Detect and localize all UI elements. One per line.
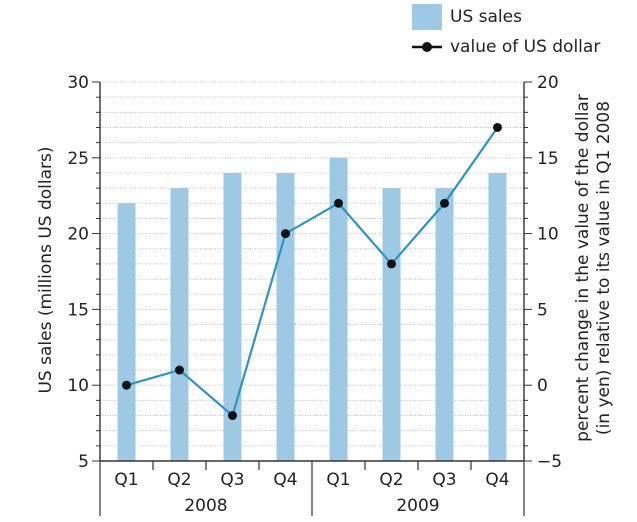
y-right-tick-label: 15 — [537, 149, 559, 169]
bar — [223, 172, 242, 461]
y-axis-left-label: US sales (millions US dollars) — [36, 146, 56, 393]
data-point — [493, 122, 502, 132]
legend-item-bars: US sales — [412, 2, 600, 32]
bar — [435, 188, 454, 461]
x-tick-label: Q4 — [273, 470, 297, 490]
y-left-tick-label: 30 — [67, 73, 89, 93]
x-tick-label: Q3 — [220, 470, 244, 490]
y-right-tick-label: 10 — [537, 225, 559, 245]
legend-item-line: value of US dollar — [412, 32, 600, 62]
data-point — [440, 198, 449, 208]
y-axis-right-label-line2: (in yen) relative to its value in Q1 200… — [594, 101, 614, 435]
legend: US sales value of US dollar — [412, 2, 600, 62]
data-point — [334, 198, 343, 208]
data-point — [281, 229, 290, 239]
x-group-label: 2008 — [184, 496, 227, 516]
series-line — [126, 126, 499, 418]
bar — [329, 157, 348, 462]
x-tick-label: Q1 — [326, 470, 350, 490]
x-tick-label: Q2 — [167, 470, 191, 490]
x-group-label: 2009 — [396, 496, 439, 516]
y-right-tick-label: 20 — [537, 73, 559, 93]
bar — [276, 172, 295, 461]
bars — [117, 157, 507, 462]
bar — [170, 188, 189, 461]
data-point — [387, 259, 396, 269]
x-tick-label: Q3 — [432, 470, 456, 490]
y-axis-right-label-line1: percent change in the value of the dolla… — [573, 94, 593, 442]
data-point — [175, 365, 184, 375]
x-tick-label: Q4 — [485, 470, 509, 490]
data-point — [122, 380, 131, 390]
y-right-tick-label: 0 — [537, 376, 548, 396]
y-left-tick-label: 5 — [78, 452, 89, 472]
y-right-tick-label: −5 — [537, 452, 562, 472]
axes: 5 10 15 20 25 30 −5 0 5 10 15 20 Q1 Q2 Q3 Q4 Q1 Q2 Q3 Q4 200… — [67, 73, 562, 516]
legend-label-line: value of US dollar — [450, 37, 601, 57]
bar — [117, 203, 136, 461]
legend-line-swatch — [412, 42, 442, 52]
legend-bar-swatch — [412, 4, 442, 30]
y-left-tick-label: 20 — [67, 225, 89, 245]
data-point — [228, 411, 237, 421]
bar — [488, 172, 507, 461]
x-tick-label: Q2 — [379, 470, 403, 490]
gridlines — [100, 81, 524, 447]
line-series — [122, 122, 502, 421]
y-right-tick-label: 5 — [537, 300, 548, 320]
bar — [382, 188, 401, 461]
y-left-tick-label: 15 — [67, 300, 89, 320]
y-left-tick-label: 10 — [67, 376, 89, 396]
legend-label-bars: US sales — [450, 7, 522, 27]
y-left-tick-label: 25 — [67, 149, 89, 169]
x-tick-label: Q1 — [114, 470, 138, 490]
